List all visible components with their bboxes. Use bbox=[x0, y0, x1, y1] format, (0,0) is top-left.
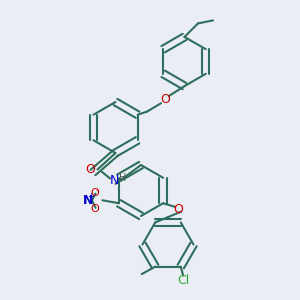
Text: O: O bbox=[91, 188, 99, 198]
Text: N: N bbox=[109, 173, 119, 187]
Text: O: O bbox=[173, 203, 183, 216]
Text: O: O bbox=[85, 163, 95, 176]
Text: O: O bbox=[160, 93, 170, 106]
Text: +: + bbox=[88, 192, 94, 201]
Text: N: N bbox=[83, 194, 93, 207]
Text: Cl: Cl bbox=[178, 274, 190, 286]
Text: H: H bbox=[119, 172, 126, 183]
Text: O: O bbox=[91, 204, 99, 214]
Text: -: - bbox=[96, 185, 99, 195]
